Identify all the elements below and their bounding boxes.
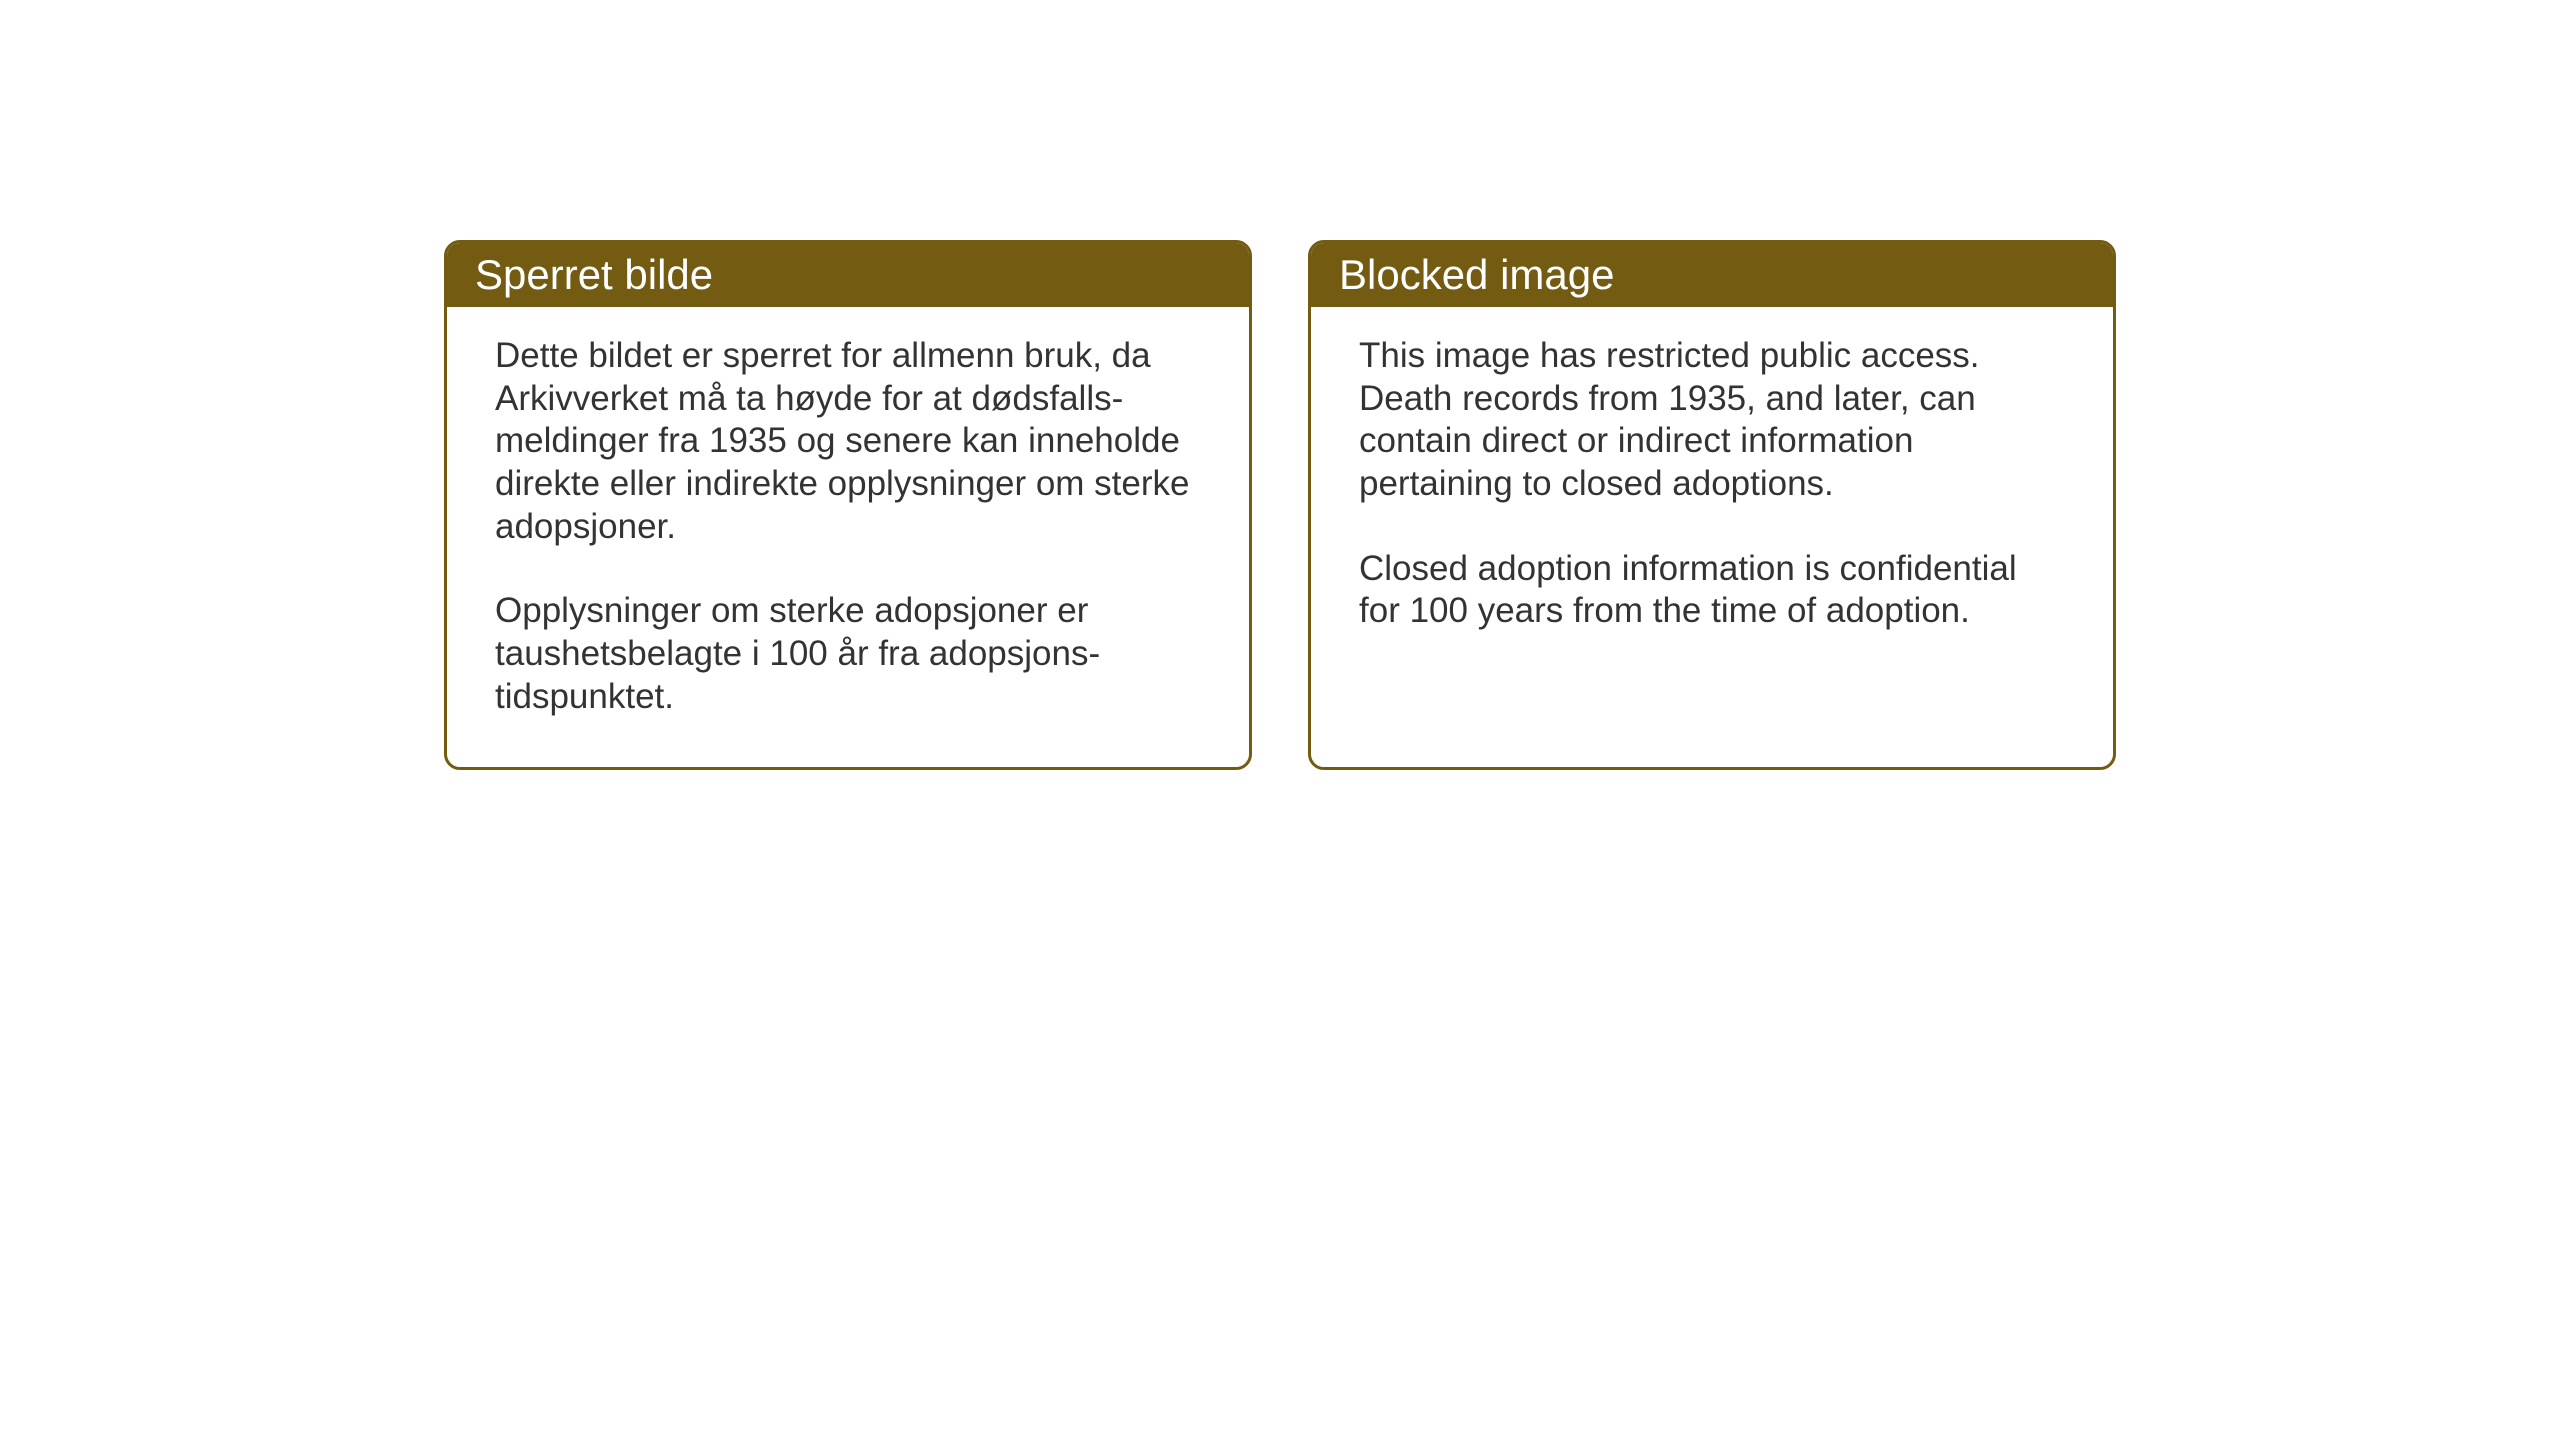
norwegian-paragraph-2: Opplysninger om sterke adopsjoner er tau…	[495, 590, 1201, 718]
english-card: Blocked image This image has restricted …	[1308, 240, 2116, 770]
english-card-title: Blocked image	[1311, 243, 2113, 307]
norwegian-paragraph-1: Dette bildet er sperret for allmenn bruk…	[495, 335, 1201, 548]
notice-container: Sperret bilde Dette bildet er sperret fo…	[444, 240, 2116, 770]
english-paragraph-2: Closed adoption information is confident…	[1359, 548, 2065, 633]
norwegian-card-title: Sperret bilde	[447, 243, 1249, 307]
norwegian-card: Sperret bilde Dette bildet er sperret fo…	[444, 240, 1252, 770]
english-card-body: This image has restricted public access.…	[1311, 307, 2113, 681]
norwegian-card-body: Dette bildet er sperret for allmenn bruk…	[447, 307, 1249, 767]
english-paragraph-1: This image has restricted public access.…	[1359, 335, 2065, 506]
